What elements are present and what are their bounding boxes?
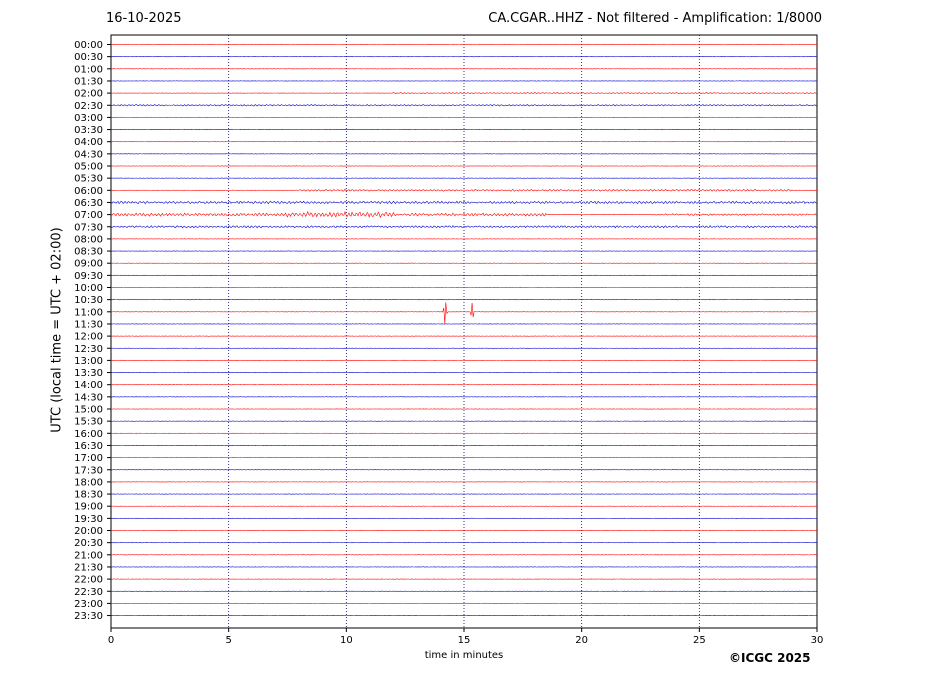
y-tick-label: 03:00 [74, 113, 103, 124]
y-tick-label: 14:30 [74, 392, 103, 403]
y-tick-label: 12:00 [74, 332, 103, 343]
x-axis-label: time in minutes [424, 650, 504, 661]
y-tick-label: 20:00 [74, 526, 103, 537]
y-tick-label: 13:00 [74, 356, 103, 367]
y-tick-label: 10:00 [74, 283, 103, 294]
y-tick-label: 07:00 [74, 210, 103, 221]
y-tick-label: 00:00 [74, 40, 103, 51]
y-tick-label: 07:30 [74, 222, 103, 233]
y-tick-label: 00:30 [74, 52, 103, 63]
y-tick-label: 05:00 [74, 162, 103, 173]
trace-0230 [110, 104, 818, 107]
y-tick-label: 11:30 [74, 319, 103, 330]
y-tick-label: 16:30 [74, 441, 103, 452]
copyright-label: ©ICGC 2025 [729, 651, 811, 665]
y-tick-label: 08:30 [74, 247, 103, 258]
y-tick-label: 02:00 [74, 89, 103, 100]
y-tick-label: 06:00 [74, 186, 103, 197]
trace-1100 [110, 302, 818, 324]
trace-0200 [110, 92, 818, 95]
y-tick-label: 10:30 [74, 295, 103, 306]
y-tick-label: 09:30 [74, 271, 103, 282]
y-tick-label: 18:00 [74, 477, 103, 488]
y-tick-label: 19:30 [74, 514, 103, 525]
y-tick-label: 11:00 [74, 307, 103, 318]
y-tick-label: 22:00 [74, 575, 103, 586]
y-tick-label: 19:00 [74, 502, 103, 513]
y-tick-label: 03:30 [74, 125, 103, 136]
y-tick-label: 02:30 [74, 101, 103, 112]
chart-title: CA.CGAR..HHZ - Not filtered - Amplificat… [488, 11, 822, 26]
trace-0730 [110, 225, 818, 229]
y-tick-label: 22:30 [74, 587, 103, 598]
trace-0630 [110, 200, 818, 205]
y-tick-label: 01:30 [74, 76, 103, 87]
y-tick-label: 17:30 [74, 465, 103, 476]
y-tick-label: 15:00 [74, 405, 103, 416]
y-tick-label: 08:00 [74, 234, 103, 245]
y-tick-label: 20:30 [74, 538, 103, 549]
y-tick-label: 21:00 [74, 550, 103, 561]
y-tick-label: 23:30 [74, 611, 103, 622]
y-tick-label: 13:30 [74, 368, 103, 379]
y-tick-label: 09:00 [74, 259, 103, 270]
y-tick-label: 18:30 [74, 490, 103, 501]
x-tick-label: 0 [108, 635, 114, 646]
y-tick-label: 04:30 [74, 149, 103, 160]
y-tick-label: 04:00 [74, 137, 103, 148]
y-tick-label: 23:00 [74, 599, 103, 610]
trace-0600 [110, 188, 818, 192]
x-tick-label: 10 [340, 635, 353, 646]
y-tick-label: 01:00 [74, 64, 103, 75]
x-tick-label: 15 [458, 635, 471, 646]
trace-0700 [110, 210, 818, 219]
y-tick-label: 14:00 [74, 380, 103, 391]
x-tick-label: 25 [693, 635, 706, 646]
x-tick-label: 20 [575, 635, 588, 646]
y-tick-label: 05:30 [74, 174, 103, 185]
y-tick-label: 16:00 [74, 429, 103, 440]
y-tick-label: 12:30 [74, 344, 103, 355]
chart-date: 16-10-2025 [106, 11, 182, 26]
y-tick-label: 15:30 [74, 417, 103, 428]
y-tick-label: 06:30 [74, 198, 103, 209]
x-tick-label: 5 [225, 635, 231, 646]
y-tick-label: 17:00 [74, 453, 103, 464]
x-tick-label: 30 [811, 635, 824, 646]
y-tick-label: 21:30 [74, 562, 103, 573]
